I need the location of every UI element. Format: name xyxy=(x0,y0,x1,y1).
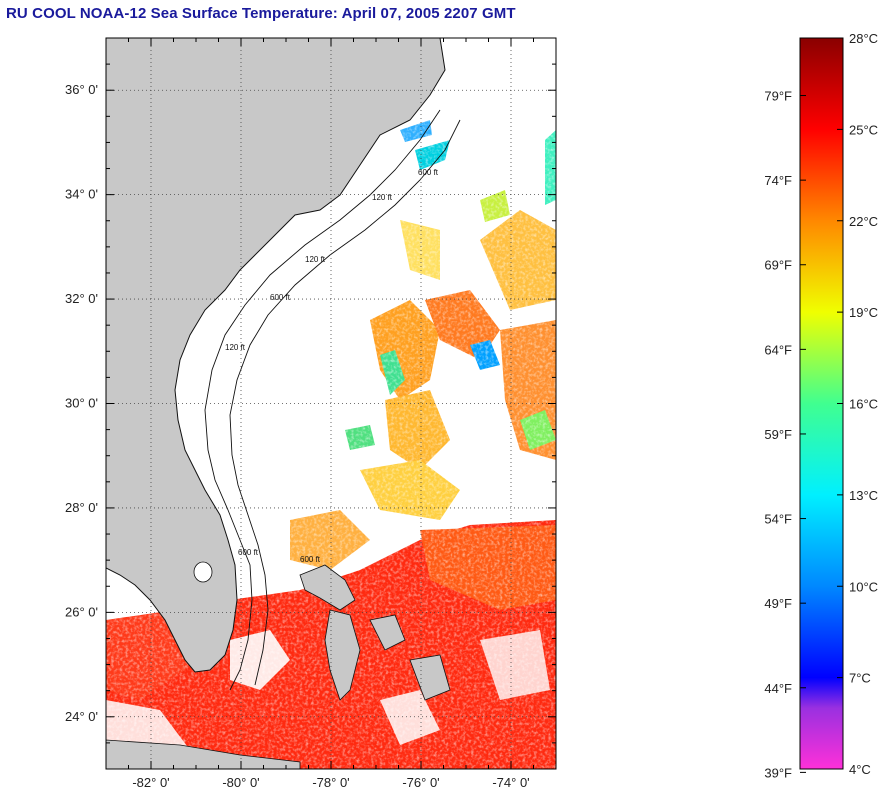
isobath-label: 120 ft xyxy=(225,343,246,352)
temperature-colorbar: 28°C 25°C 22°C 19°C 16°C 13°C 10°C 7°C 4°C 79°F 74… xyxy=(764,31,878,780)
graticule xyxy=(106,38,556,769)
celsius-tick-label: 19°C xyxy=(849,305,878,320)
fahrenheit-tick-label: 69°F xyxy=(764,258,792,273)
isobath-lines xyxy=(204,109,461,691)
lat-tick-label: 32° 0' xyxy=(65,291,98,306)
fahrenheit-tick-label: 79°F xyxy=(764,89,792,104)
lon-tick-label: -78° 0' xyxy=(312,775,349,790)
celsius-tick-label: 22°C xyxy=(849,214,878,229)
celsius-tick-label: 7°C xyxy=(849,671,871,686)
lake-okeechobee xyxy=(193,561,213,583)
land-mass xyxy=(106,38,446,673)
fahrenheit-tick-label: 49°F xyxy=(764,596,792,611)
celsius-tick-label: 28°C xyxy=(849,31,878,46)
fahrenheit-tick-label: 74°F xyxy=(764,173,792,188)
isobath-label: 600 ft xyxy=(270,293,291,302)
isobath-label: 600 ft xyxy=(300,555,321,564)
map-title: RU COOL NOAA-12 Sea Surface Temperature:… xyxy=(6,5,516,22)
lat-tick-label: 28° 0' xyxy=(65,500,98,515)
island-grand-bahama xyxy=(299,564,356,611)
celsius-tick-label: 13°C xyxy=(849,488,878,503)
lon-tick-label: -80° 0' xyxy=(222,775,259,790)
isobath-label: 120 ft xyxy=(372,193,393,202)
isobath-label: 120 ft xyxy=(305,255,326,264)
celsius-tick-label: 10°C xyxy=(849,579,878,594)
land-cuba xyxy=(106,739,301,769)
axis-ticks xyxy=(105,37,557,770)
fahrenheit-tick-label: 59°F xyxy=(764,427,792,442)
island-andros xyxy=(324,609,361,701)
lat-tick-label: 30° 0' xyxy=(65,396,98,411)
fahrenheit-tick-label: 44°F xyxy=(764,681,792,696)
map-area[interactable]: 120 ft 600 ft 120 ft 600 ft 600 ft 120 f… xyxy=(106,38,556,769)
fahrenheit-tick-label: 54°F xyxy=(764,512,792,527)
lon-tick-label: -82° 0' xyxy=(132,775,169,790)
fahrenheit-tick-label: 39°F xyxy=(764,765,792,780)
celsius-tick-label: 4°C xyxy=(849,762,871,777)
lon-tick-label: -74° 0' xyxy=(492,775,529,790)
isobath-600ft xyxy=(229,119,461,686)
island-eleuthera xyxy=(369,614,406,651)
isobath-label: 600 ft xyxy=(418,168,439,177)
fahrenheit-tick-label: 64°F xyxy=(764,342,792,357)
lon-tick-label: -76° 0' xyxy=(402,775,439,790)
lat-tick-label: 24° 0' xyxy=(65,709,98,724)
celsius-tick-label: 16°C xyxy=(849,397,878,412)
island-cat xyxy=(409,654,451,701)
axis-labels: 24° 0' 26° 0' 28° 0' 30° 0' 32° 0' 34° 0' 36° … xyxy=(65,82,530,790)
colorbar-ticks: 28°C 25°C 22°C 19°C 16°C 13°C 10°C 7°C 4°C 79°F 74… xyxy=(764,31,878,780)
celsius-tick-label: 25°C xyxy=(849,122,878,137)
lat-tick-label: 34° 0' xyxy=(65,187,98,202)
colorbar-scale xyxy=(799,37,844,770)
isobath-label: 600 ft xyxy=(238,548,259,557)
lat-tick-label: 26° 0' xyxy=(65,604,98,619)
isobath-120ft xyxy=(204,109,441,691)
isobath-labels: 120 ft 600 ft 120 ft 600 ft 600 ft 120 f… xyxy=(225,168,439,564)
lat-tick-label: 36° 0' xyxy=(65,82,98,97)
